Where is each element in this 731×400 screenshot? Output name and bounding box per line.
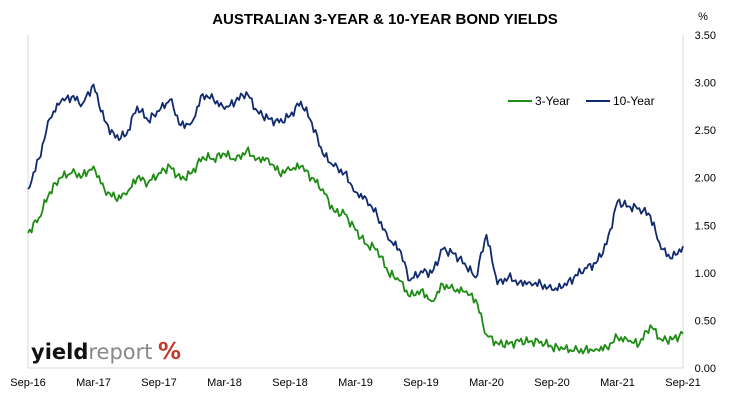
y-tick-label: 1.50 bbox=[695, 220, 716, 232]
series-line-10-year bbox=[27, 83, 684, 292]
y-tick-label: 0.00 bbox=[695, 363, 716, 375]
chart-legend: 3-Year 10-Year bbox=[508, 94, 655, 108]
x-tick-label: Mar-19 bbox=[338, 377, 373, 389]
y-tick-label: 1.00 bbox=[695, 268, 716, 280]
logo-percent-icon: % bbox=[158, 339, 181, 365]
x-tick-label: Sep-20 bbox=[534, 377, 569, 389]
y-axis-ticks: 0.00 0.50 1.00 1.50 2.00 2.50 3.00 3.50 bbox=[695, 30, 716, 375]
x-tick-label: Sep-18 bbox=[272, 377, 307, 389]
x-axis-ticks: Sep-16 Mar-17 Sep-17 Mar-18 Sep-18 Mar-19 Sep-… bbox=[10, 377, 700, 389]
logo-text-report: report bbox=[88, 340, 152, 364]
y-tick-label: 2.50 bbox=[695, 125, 716, 137]
series-lines bbox=[27, 83, 684, 355]
x-tick-label: Sep-17 bbox=[141, 377, 176, 389]
plot-frame bbox=[27, 35, 684, 369]
logo-text-yield: yield bbox=[31, 340, 88, 364]
x-tick-label: Mar-21 bbox=[600, 377, 635, 389]
x-tick-label: Sep-21 bbox=[665, 377, 700, 389]
y-tick-label: 3.50 bbox=[695, 30, 716, 42]
y-tick-label: 0.50 bbox=[695, 315, 716, 327]
series-line-3-year bbox=[27, 146, 684, 355]
legend-label-10-year: 10-Year bbox=[613, 94, 655, 108]
y-axis-unit-label: % bbox=[698, 11, 708, 23]
x-tick-label: Mar-18 bbox=[207, 377, 242, 389]
x-tick-label: Sep-16 bbox=[10, 377, 45, 389]
y-tick-label: 3.00 bbox=[695, 78, 716, 90]
x-tick-label: Mar-20 bbox=[469, 377, 504, 389]
legend-label-3-year: 3-Year bbox=[535, 94, 570, 108]
y-tick-label: 2.00 bbox=[695, 173, 716, 185]
x-tick-label: Sep-19 bbox=[403, 377, 438, 389]
svg-text:yieldreport: yieldreport bbox=[31, 340, 153, 364]
yieldreport-logo: yieldreport % bbox=[31, 339, 181, 365]
x-tick-label: Mar-17 bbox=[76, 377, 111, 389]
chart-title: AUSTRALIAN 3-YEAR & 10-YEAR BOND YIELDS bbox=[212, 11, 558, 28]
